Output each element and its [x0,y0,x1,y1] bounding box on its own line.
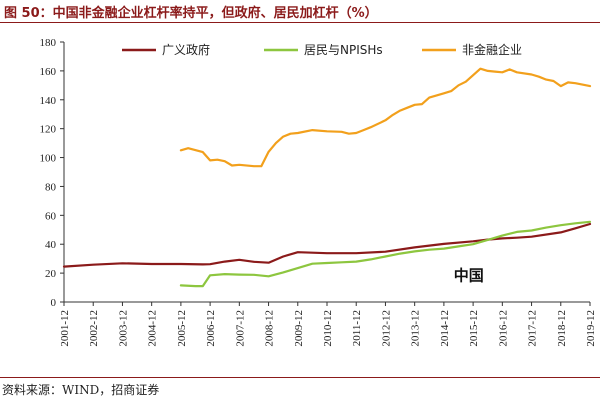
x-tick-label: 2008-12 [264,310,276,347]
y-tick-label: 0 [51,297,57,309]
y-tick-label: 100 [40,153,57,165]
y-tick-label: 180 [40,37,57,49]
x-tick-label: 2016-12 [497,310,509,347]
chart-annotation: 中国 [454,267,484,285]
x-tick-label: 2007-12 [234,310,246,347]
y-tick-label: 120 [40,124,57,136]
y-tick-label: 80 [45,181,57,193]
line-chart: 0 20 40 60 80 100 120 140 160 180 2001-12 2002-12 20… [40,37,598,347]
series-line-2 [179,67,592,168]
x-tick-label: 2006-12 [205,310,217,347]
source-note: 资料来源：WIND，招商证券 [2,383,160,397]
x-tick-label: 2013-12 [410,310,422,347]
figure-title: 图 50：中国非金融企业杠杆率持平，但政府、居民加杠杆（%） [4,6,378,21]
y-tick-label: 160 [40,66,57,78]
y-tick-label: 140 [40,95,57,107]
x-tick-label: 2002-12 [88,310,100,347]
title-rule [0,22,600,23]
legend-label-0: 广义政府 [162,42,210,57]
x-tick-label: 2003-12 [117,310,129,347]
series-line-1 [179,220,592,288]
x-tick-label: 2004-12 [147,310,159,347]
x-tick-label: 2017-12 [527,310,539,347]
x-tick-label: 2018-12 [556,310,568,347]
x-tick-label: 2009-12 [293,310,305,347]
legend-label-1: 居民与NPISHs [304,43,383,57]
y-tick-label: 60 [45,210,57,222]
x-tick-label: 2011-12 [351,310,363,346]
x-tick-label: 2015-12 [468,310,480,347]
x-tick-label: 2014-12 [439,310,451,347]
bottom-rule [0,377,600,378]
x-tick-label: 2001-12 [59,310,71,347]
series-line-0 [62,222,592,268]
x-tick-label: 2019-12 [585,310,597,347]
legend-label-2: 非金融企业 [462,42,522,57]
x-tick-label: 2005-12 [176,310,188,347]
y-tick-label: 40 [45,239,57,251]
x-tick-label: 2010-12 [322,310,334,347]
y-tick-label: 20 [45,268,57,280]
x-tick-label: 2012-12 [380,310,392,347]
